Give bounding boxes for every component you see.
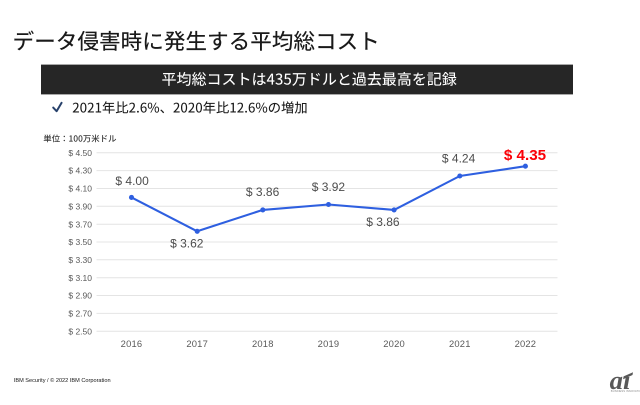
svg-text:$ 4.30: $ 4.30 xyxy=(68,166,92,176)
svg-text:$ 4.50: $ 4.50 xyxy=(68,148,92,158)
svg-text:$ 3.50: $ 3.50 xyxy=(68,237,92,247)
svg-text:$ 3.86: $ 3.86 xyxy=(366,215,400,229)
svg-text:$ 3.30: $ 3.30 xyxy=(68,255,92,265)
svg-text:$ 3.92: $ 3.92 xyxy=(312,180,346,194)
svg-text:2020: 2020 xyxy=(383,338,405,349)
svg-text:$ 3.70: $ 3.70 xyxy=(68,219,92,229)
svg-text:2017: 2017 xyxy=(186,338,208,349)
svg-text:$ 4.10: $ 4.10 xyxy=(68,184,92,194)
svg-text:$ 4.00: $ 4.00 xyxy=(115,174,149,188)
svg-text:2021: 2021 xyxy=(449,338,471,349)
svg-text:$ 3.10: $ 3.10 xyxy=(68,273,92,283)
svg-text:2019: 2019 xyxy=(318,338,340,349)
svg-text:$ 3.62: $ 3.62 xyxy=(170,237,204,251)
svg-text:IBM Security / © 2022 IBM Corp: IBM Security / © 2022 IBM Corporation xyxy=(14,377,111,384)
svg-text:2022: 2022 xyxy=(515,338,537,349)
svg-text:2016: 2016 xyxy=(121,338,143,349)
svg-text:$ 4.35: $ 4.35 xyxy=(504,147,547,164)
svg-text:BUSINESS INNOVATION: BUSINESS INNOVATION xyxy=(611,389,640,393)
svg-text:$ 2.90: $ 2.90 xyxy=(68,291,92,301)
svg-text:$ 3.90: $ 3.90 xyxy=(68,201,92,211)
svg-text:$ 2.70: $ 2.70 xyxy=(68,309,92,319)
svg-text:$ 3.86: $ 3.86 xyxy=(246,185,280,199)
svg-text:$ 2.50: $ 2.50 xyxy=(68,326,92,336)
svg-text:2018: 2018 xyxy=(252,338,274,349)
svg-text:$ 4.24: $ 4.24 xyxy=(442,151,476,165)
